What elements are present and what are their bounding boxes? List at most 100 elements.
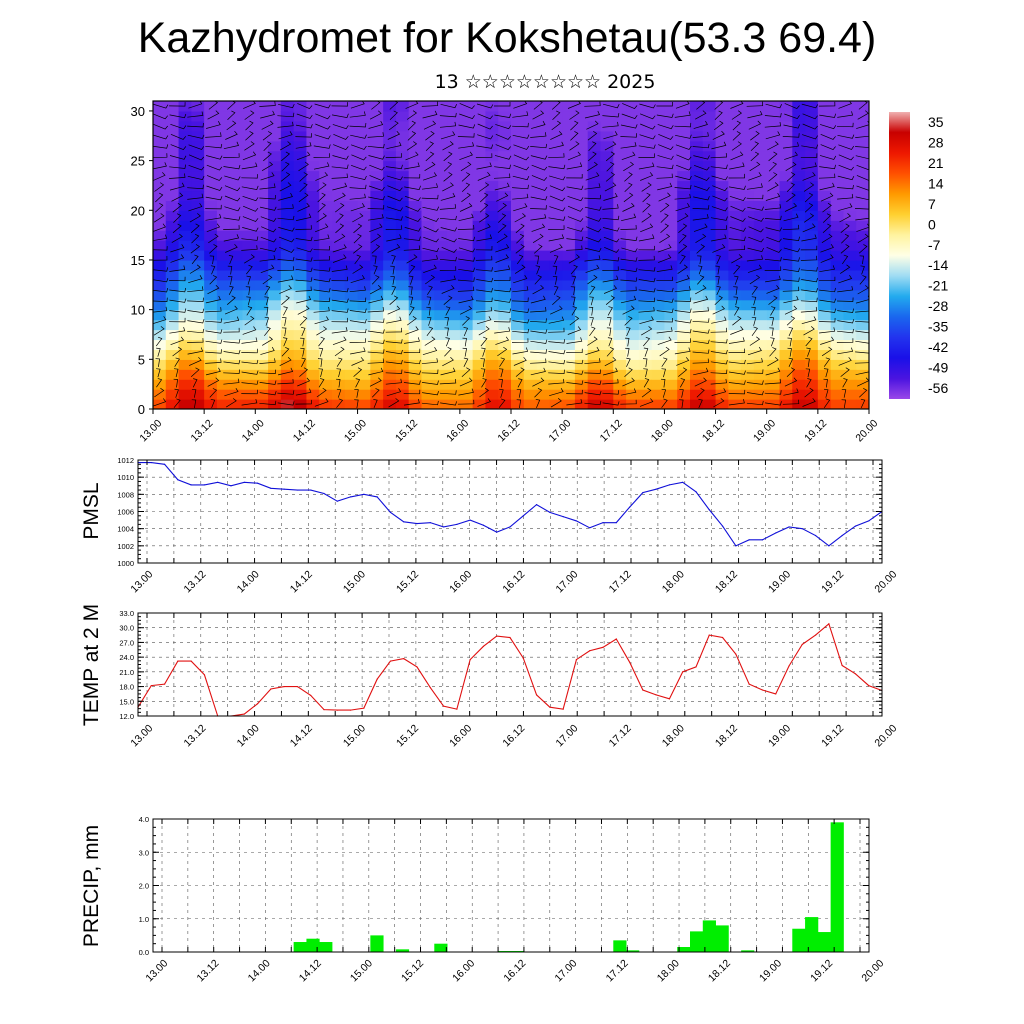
heatmap-cell [434,379,448,390]
wind-barb [659,233,671,243]
heatmap-cell [574,180,589,192]
heatmap-cell [472,120,487,132]
wind-barb [661,357,668,367]
heatmap-cell [511,210,525,221]
heatmap-cell [395,140,410,152]
wind-barb [567,216,584,222]
heatmap-cell [511,180,525,192]
heatmap-cell [817,210,832,221]
wind-barb [495,124,512,130]
heatmap-cell [805,120,819,132]
heatmap-cell [242,279,256,291]
heatmap-cell [293,130,308,142]
heatmap-cell [498,240,512,251]
heatmap-cell [741,120,755,132]
wind-barb [567,227,584,232]
wind-barb [223,141,239,150]
wind-barb [728,370,746,375]
wind-barb [658,133,674,140]
wind-barb [316,182,327,192]
heatmap-cell [472,259,487,271]
heatmap-cell [306,230,320,241]
heatmap-cell [395,170,410,182]
heatmap-cell [370,190,384,201]
wind-barb [445,337,450,347]
heatmap-cell [536,349,550,360]
heatmap-cell [383,140,397,152]
heatmap-cell [421,210,435,221]
x-tick-label: 19.12 [819,568,846,595]
heatmap-cell [613,369,627,380]
wind-barb [606,327,612,337]
wind-barb [315,113,331,120]
heatmap-cell [792,150,806,162]
wind-barb [493,276,511,282]
wind-barb [350,275,365,284]
heatmap-cell [715,120,729,132]
wind-barb [530,196,548,201]
wind-barb [585,264,600,273]
heatmap-cell [549,220,563,231]
heatmap-cell [408,339,423,350]
wind-barb [494,155,512,160]
heatmap-cell [562,399,576,409]
wind-barb [334,233,346,243]
heatmap-cell [536,379,550,390]
heatmap-cell [664,319,678,331]
heatmap-cell [319,220,333,231]
heatmap-cell [357,349,371,360]
heatmap-cell [549,120,563,132]
heatmap-cell [792,289,806,301]
heatmap-cell [805,349,819,360]
pmsl-point [628,506,631,508]
heatmap-cell [306,110,320,122]
wind-barb [209,255,215,265]
heatmap-cell [485,399,499,409]
heatmap-cell [178,190,192,201]
heatmap-cell [306,309,320,321]
heatmap-cell [856,319,869,331]
heatmap-cell [434,130,448,142]
wind-barb [313,288,331,293]
heatmap-cell [255,299,269,311]
heatmap-cell [191,160,205,172]
wind-barb [620,277,638,282]
heatmap-cell [229,339,244,350]
wind-barb [675,134,692,139]
heatmap-cell [677,160,691,172]
heatmap-cell [485,170,499,182]
wind-barb [153,223,166,232]
heatmap-cell [178,259,192,271]
heatmap-cell [268,349,282,360]
wind-barb [405,151,419,161]
wind-barb [170,133,187,140]
heatmap-cell [319,130,333,142]
heatmap-cell [178,269,192,281]
heatmap-cell [395,349,410,360]
heatmap-cell [498,130,512,142]
wind-barb [169,102,186,107]
wind-barb [313,162,330,170]
wind-barb [566,370,584,375]
wind-barb [263,151,272,162]
heatmap-cell [715,220,729,231]
wind-barb [369,223,383,233]
wind-barb [746,255,763,262]
wind-barb [838,164,854,171]
wind-barb [765,103,783,109]
wind-barb [512,286,529,293]
heatmap-cell [715,259,729,271]
heatmap-cell [344,349,359,360]
heatmap-cell [536,101,550,112]
heatmap-cell [741,130,755,142]
heatmap-cell [626,359,640,370]
heatmap-cell [830,349,845,360]
heatmap-cell [562,309,576,321]
temp2m-point [456,708,458,710]
heatmap-cell [395,259,410,271]
wind-barb [228,255,234,265]
wind-barb [803,213,815,223]
wind-barb [603,236,620,243]
heatmap-cell [779,200,793,211]
heatmap-cell [498,120,512,132]
